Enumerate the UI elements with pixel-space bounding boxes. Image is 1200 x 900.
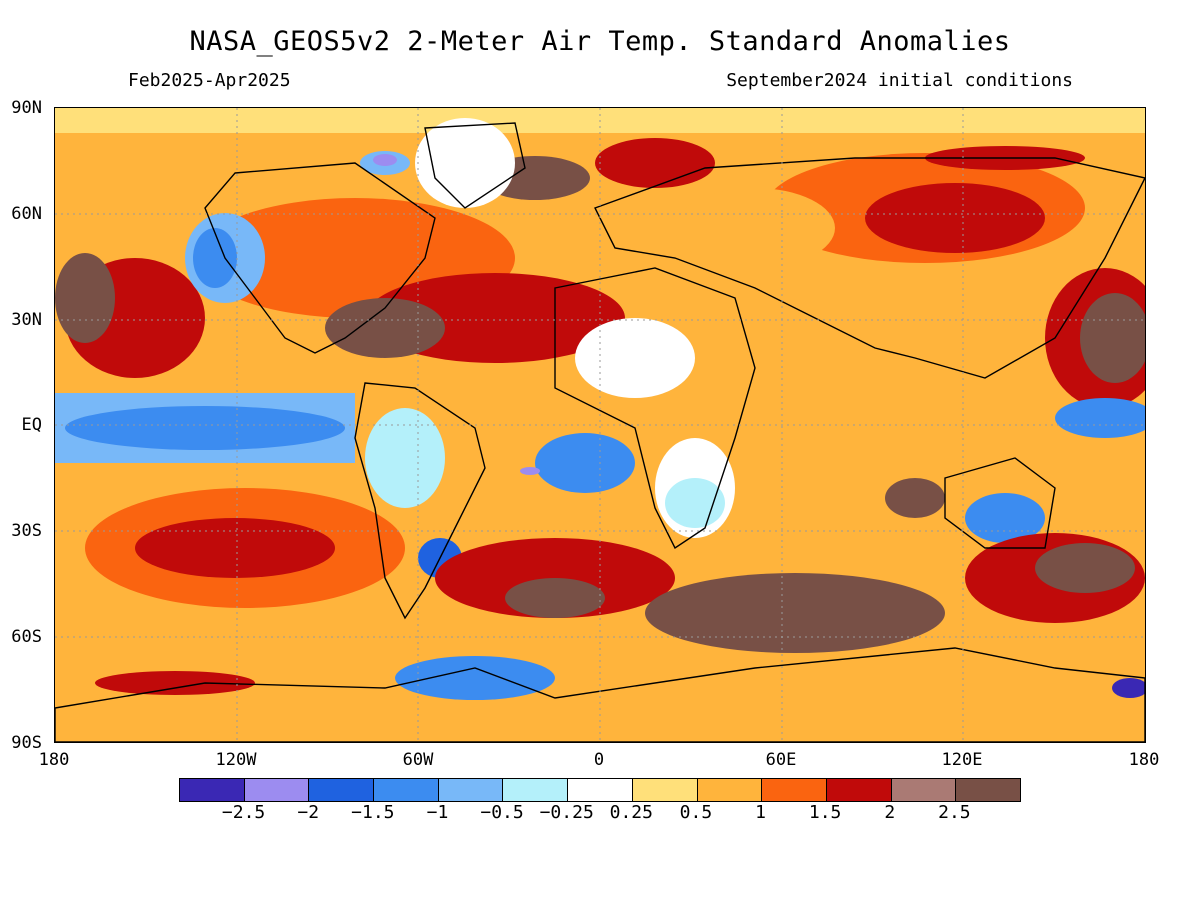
lon-label-120e: 120E xyxy=(941,750,983,770)
lon-label-180w: 180 xyxy=(38,750,70,770)
colorbar-swatch xyxy=(826,779,892,801)
lat-label-eq: EQ xyxy=(21,415,42,435)
chart-title: NASA_GEOS5v2 2-Meter Air Temp. Standard … xyxy=(189,26,1011,57)
colorbar-label: 0.5 xyxy=(679,802,713,823)
lat-label-30s: 30S xyxy=(11,521,42,541)
lat-label-90n: 90N xyxy=(11,98,42,118)
lat-label-60n: 60N xyxy=(11,204,42,224)
colorbar-swatch xyxy=(244,779,310,801)
colorbar-label: −1.5 xyxy=(351,802,395,823)
colorbar-swatch xyxy=(891,779,957,801)
colorbar-swatch xyxy=(568,779,633,801)
colorbar-label: −0.25 xyxy=(539,802,594,823)
colorbar-swatch xyxy=(309,779,375,801)
lon-label-120w: 120W xyxy=(215,750,257,770)
lon-label-180e: 180 xyxy=(1128,750,1160,770)
colorbar-label: −2 xyxy=(297,802,320,823)
lon-label-60w: 60W xyxy=(402,750,434,770)
colorbar-swatch xyxy=(762,779,827,801)
lat-label-30n: 30N xyxy=(11,310,42,330)
initial-conditions: September2024 initial conditions xyxy=(726,70,1073,91)
colorbar xyxy=(179,778,1021,802)
colorbar-swatch xyxy=(374,779,439,801)
colorbar-swatch xyxy=(632,779,698,801)
colorbar-swatch xyxy=(697,779,763,801)
colorbar-label: −2.5 xyxy=(221,802,266,823)
colorbar-label: 1 xyxy=(755,802,766,823)
lat-label-90s: 90S xyxy=(11,733,42,753)
colorbar-label: −1 xyxy=(426,802,449,823)
colorbar-label: 1.5 xyxy=(808,802,842,823)
colorbar-swatch xyxy=(180,779,245,801)
anomaly-field xyxy=(55,108,1145,742)
colorbar-label: 2 xyxy=(884,802,896,823)
colorbar-label: 2.5 xyxy=(938,802,971,823)
forecast-period: Feb2025-Apr2025 xyxy=(128,70,291,91)
colorbar-swatch xyxy=(503,779,569,801)
colorbar-swatch xyxy=(956,779,1020,801)
lon-label-0: 0 xyxy=(593,750,605,770)
lon-label-60e: 60E xyxy=(765,750,797,770)
colorbar-label: −0.5 xyxy=(480,802,524,823)
colorbar-swatch xyxy=(438,779,504,801)
colorbar-label: 0.25 xyxy=(609,802,653,823)
lat-label-60s: 60S xyxy=(11,627,42,647)
anomaly-map xyxy=(54,107,1146,743)
